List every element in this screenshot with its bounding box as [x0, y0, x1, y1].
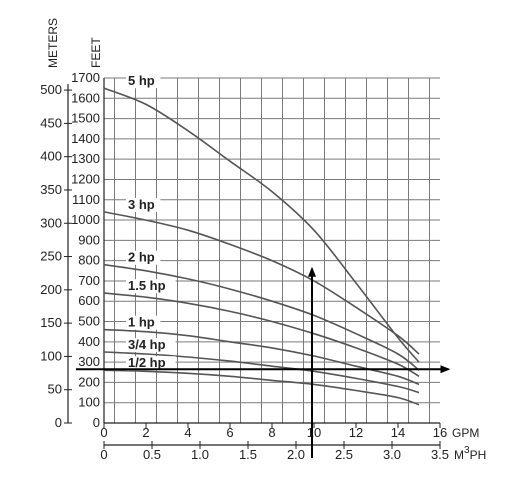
m3ph-tick-label: 0: [100, 447, 107, 462]
curve-label-bg: [126, 74, 161, 89]
feet-tick-label: 1500: [71, 111, 100, 126]
m3ph-tick-label: 2.5: [335, 447, 353, 462]
meters-tick-label: 100: [40, 348, 62, 363]
curve-1-5-hp: [103, 292, 420, 377]
curve-3-4-hp: [103, 351, 420, 394]
m3ph-tail: PH: [470, 448, 487, 462]
curve-3-hp: [103, 211, 420, 355]
curve-label: 5 hp: [128, 73, 155, 88]
curve-label: 3 hp: [128, 197, 155, 212]
meters-axis-title: METERS: [46, 18, 60, 68]
gpm-tick-label: 0: [100, 425, 107, 440]
gpm-tick-label: 16: [433, 425, 447, 440]
meters-tick-label: 300: [40, 215, 62, 230]
gpm-tick-label: 14: [391, 425, 405, 440]
pump-curves: [103, 87, 420, 406]
meters-tick-label: 250: [40, 249, 62, 264]
curve-label-bg: [126, 250, 161, 265]
gpm-tick-label: 8: [268, 425, 275, 440]
meters-axis-ticks: 0 50 100 150 200 250 300 350 400 450 500: [40, 82, 72, 430]
m3ph-axis-title: M3PH: [454, 445, 486, 462]
feet-tick-label: 800: [78, 253, 100, 268]
meters-tick-label: 50: [48, 382, 62, 397]
feet-tick-label: 300: [78, 354, 100, 369]
curve-label-bg: [126, 337, 176, 352]
curve-labels: 5 hp 3 hp 2 hp 1.5 hp 1 hp 3/4 hp 1/2 hp: [126, 73, 176, 371]
curve-label-bg: [126, 315, 161, 330]
gpm-tick-label: 10: [307, 425, 321, 440]
curve-2-hp: [103, 263, 420, 371]
gpm-tick-label: 6: [226, 425, 233, 440]
feet-tick-label: 1300: [71, 151, 100, 166]
m3ph-sup: 3: [464, 445, 470, 456]
operating-point-annotation: [76, 266, 451, 458]
feet-tick-label: 1200: [71, 171, 100, 186]
curve-label: 1.5 hp: [128, 278, 166, 293]
curve-label: 1 hp: [128, 315, 155, 330]
m3ph-base: M: [454, 448, 464, 462]
curve-label-bg: [126, 279, 176, 294]
meters-tick-label: 0: [55, 415, 62, 430]
feet-tick-label: 900: [78, 232, 100, 247]
curve-1-hp: [103, 328, 420, 386]
curve-label-bg: [126, 197, 161, 212]
m3ph-tick-label: 1.0: [191, 447, 209, 462]
m3ph-axis-ticks: 0 0.5 1.0 1.5 2.0 2.5 3.0 3.5: [100, 441, 449, 462]
meters-tick-label: 200: [40, 282, 62, 297]
m3ph-tick-label: 3.5: [431, 447, 449, 462]
curve-5-hp: [103, 87, 420, 363]
gpm-tick-label: 4: [184, 425, 191, 440]
feet-tick-label: 1100: [72, 192, 100, 207]
m3ph-tick-label: 0.5: [143, 447, 161, 462]
gpm-axis-ticks: 0 2 4 6 8 10 12 14 16: [100, 423, 447, 440]
feet-tick-label: 200: [78, 374, 100, 389]
meters-tick-label: 500: [40, 82, 62, 97]
meters-tick-label: 400: [40, 149, 62, 164]
feet-axis-title: FEET: [89, 37, 103, 68]
m3ph-tick-label: 3.0: [383, 447, 401, 462]
feet-tick-label: 100: [78, 395, 100, 410]
feet-tick-label: 1600: [71, 90, 100, 105]
curve-label-bg: [126, 356, 176, 371]
curve-label: 1/2 hp: [128, 355, 166, 370]
feet-tick-label: 1400: [71, 131, 100, 146]
m3ph-tick-label: 2.0: [287, 447, 305, 462]
feet-axis-ticks: 0 100 200 300 400 500 600 700 800 900 1000 1100 1200…: [71, 70, 100, 430]
feet-tick-label: 1700: [71, 70, 100, 85]
grid-lines: [104, 77, 440, 423]
gpm-tick-label: 2: [142, 425, 149, 440]
gpm-axis-title: GPM: [452, 426, 479, 440]
feet-tick-label: 700: [78, 273, 100, 288]
curve-label: 2 hp: [128, 250, 155, 265]
curve-1-2-hp: [103, 369, 420, 406]
axes: [67, 78, 440, 446]
meters-tick-label: 450: [40, 115, 62, 130]
curve-label: 3/4 hp: [128, 337, 166, 352]
m3ph-tick-label: 1.5: [239, 447, 257, 462]
feet-tick-label: 1000: [71, 212, 100, 227]
gpm-tick-label: 12: [349, 425, 363, 440]
feet-tick-label: 600: [78, 293, 100, 308]
feet-tick-label: 0: [93, 415, 100, 430]
meters-tick-label: 350: [40, 182, 62, 197]
meters-tick-label: 150: [40, 315, 62, 330]
feet-tick-label: 500: [78, 314, 100, 329]
feet-tick-label: 400: [78, 334, 100, 349]
